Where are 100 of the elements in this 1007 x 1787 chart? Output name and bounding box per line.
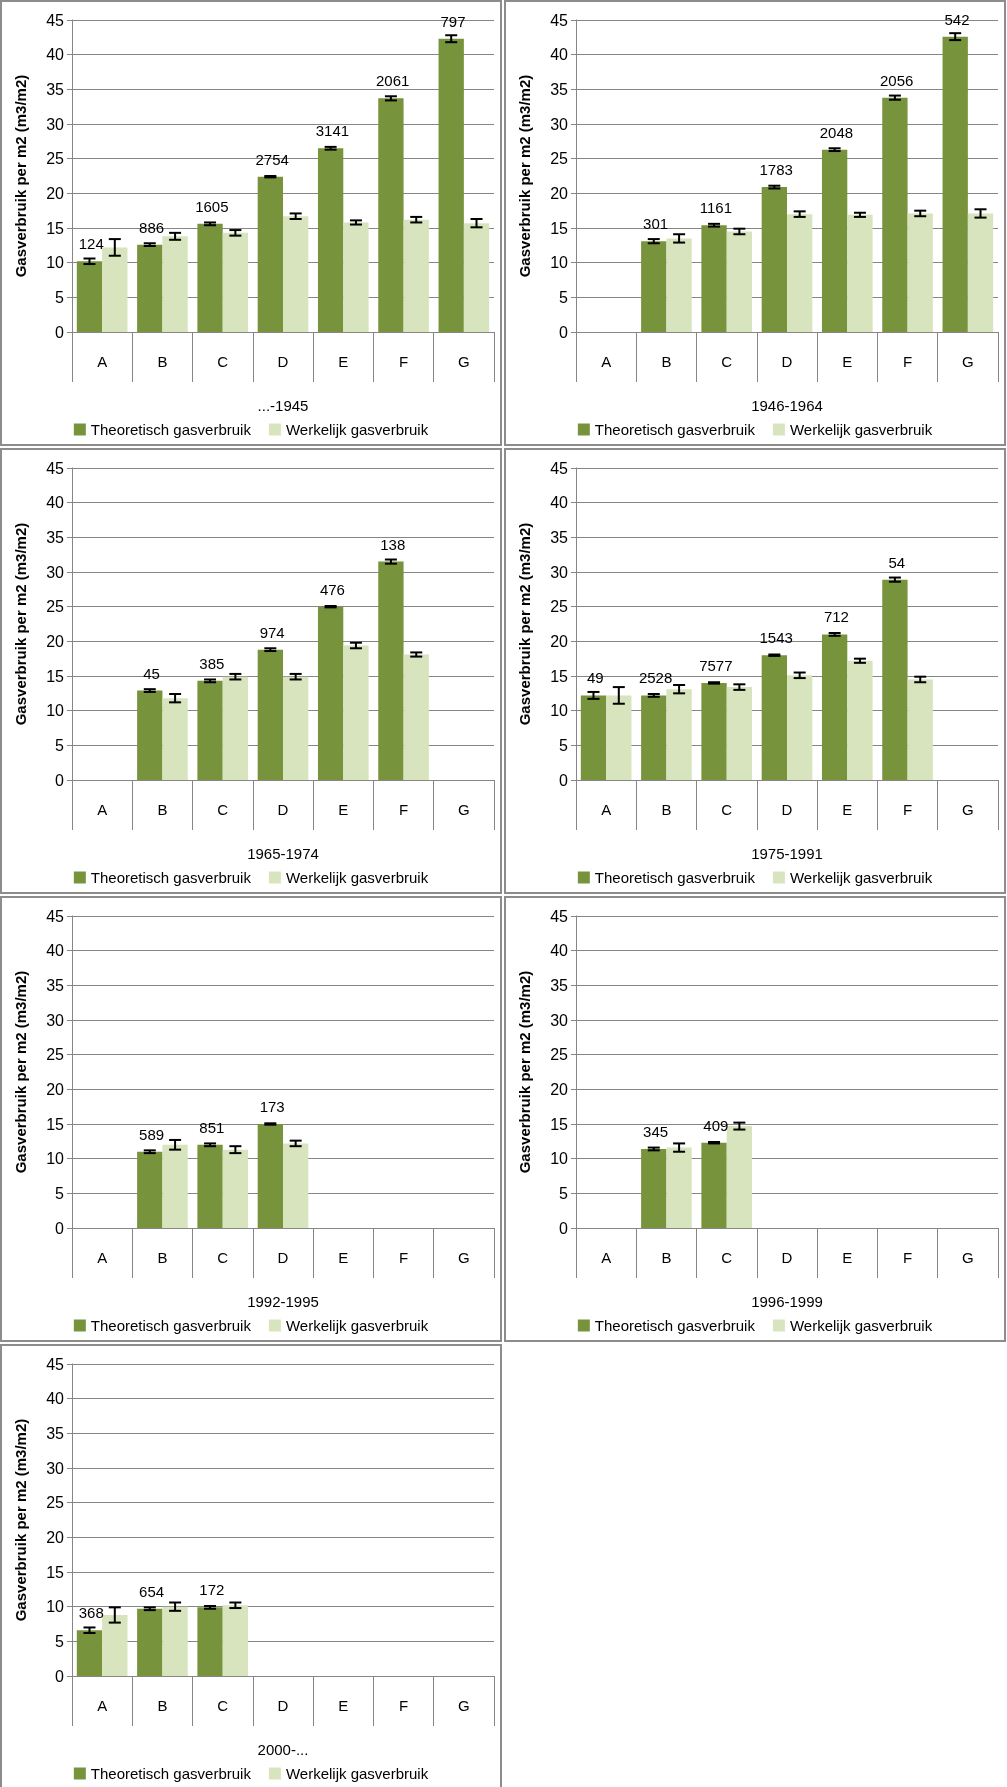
bar — [317, 148, 344, 332]
y-tick-label: 30 — [550, 563, 569, 581]
y-tick-label: 30 — [46, 563, 65, 581]
annotation: 589 — [139, 1125, 165, 1143]
y-tick-label: 10 — [46, 1598, 65, 1616]
bar — [882, 97, 908, 332]
x-tick-label: B — [157, 801, 168, 818]
x-tick-label: D — [781, 1249, 793, 1266]
annotation: 173 — [259, 1098, 285, 1115]
x-tick-label: G — [458, 353, 470, 370]
x-tick-label: E — [338, 1249, 349, 1266]
bar — [137, 1608, 163, 1676]
y-axis-title: Gasverbruik per m2 (m3/m2) — [12, 74, 29, 278]
bar — [343, 222, 369, 332]
y-tick-label: 20 — [550, 1080, 569, 1098]
x-tick-label: B — [661, 353, 672, 370]
x-tick-label: C — [721, 801, 733, 818]
x-tick-label: F — [902, 353, 913, 370]
x-tick-label: C — [217, 801, 229, 818]
bar — [907, 213, 933, 332]
legend-label: Theoretisch gasverbruik — [90, 869, 252, 886]
annotation: 385 — [199, 654, 225, 672]
y-tick-label: 35 — [46, 80, 65, 98]
legend-label: Werkelijk gasverbruik — [789, 421, 933, 438]
annotation: 345 — [643, 1122, 669, 1140]
y-axis-title: Gasverbruik per m2 (m3/m2) — [12, 522, 29, 726]
annotation: 1161 — [699, 199, 732, 217]
legend-label: Theoretisch gasverbruik — [90, 1765, 252, 1782]
y-tick-label: 15 — [550, 1115, 569, 1133]
annotation: 138 — [380, 535, 406, 553]
x-axis-title: 1992-1995 — [247, 1293, 319, 1310]
x-tick-label: F — [398, 1249, 409, 1266]
y-tick-label: 20 — [550, 632, 569, 650]
y-tick-label: 35 — [46, 1424, 65, 1442]
y-axis-title: Gasverbruik per m2 (m3/m2) — [516, 522, 533, 726]
bar — [761, 655, 787, 780]
y-tick-label: 0 — [55, 323, 65, 341]
bar — [162, 1606, 188, 1676]
legend-label: Theoretisch gasverbruik — [594, 869, 756, 886]
y-tick-label: 20 — [46, 632, 65, 650]
y-axis-title: Gasverbruik per m2 (m3/m2) — [516, 74, 533, 278]
y-tick-label: 30 — [550, 1011, 569, 1029]
bar — [137, 690, 163, 780]
bar — [821, 634, 848, 780]
bar — [463, 223, 490, 332]
bar — [283, 216, 309, 332]
bar — [641, 695, 667, 780]
y-tick-label: 0 — [55, 1219, 65, 1237]
annotation: 45 — [143, 664, 160, 682]
bar — [197, 1607, 223, 1676]
bar — [847, 214, 873, 332]
y-tick-label: 15 — [550, 219, 569, 237]
bar — [787, 675, 813, 780]
x-tick-label: B — [661, 1249, 672, 1266]
x-tick-label: G — [458, 801, 470, 818]
y-tick-label: 5 — [55, 1184, 65, 1202]
y-tick-label: 10 — [550, 702, 569, 720]
x-axis-title: 1996-1999 — [751, 1293, 823, 1310]
y-tick-label: 40 — [46, 46, 65, 64]
x-axis-title: 1946-1964 — [751, 397, 823, 414]
x-tick-label: E — [842, 353, 853, 370]
x-tick-label: A — [97, 801, 108, 818]
y-tick-label: 40 — [550, 494, 569, 512]
annotation: 974 — [259, 623, 285, 641]
x-tick-label: F — [398, 801, 409, 818]
bar — [666, 689, 692, 780]
legend-label: Theoretisch gasverbruik — [594, 1317, 756, 1334]
bar — [257, 649, 283, 780]
y-tick-label: 45 — [46, 459, 65, 477]
bar — [403, 654, 429, 780]
x-tick-label: D — [781, 801, 793, 818]
x-tick-label: F — [398, 353, 409, 370]
bar — [76, 1630, 103, 1676]
bar — [847, 660, 873, 780]
y-tick-label: 25 — [46, 1494, 65, 1512]
bar — [761, 187, 787, 332]
x-tick-label: A — [601, 801, 612, 818]
y-tick-label: 0 — [55, 1667, 65, 1685]
x-tick-label: E — [338, 801, 349, 818]
y-tick-label: 5 — [559, 1184, 569, 1202]
y-tick-label: 15 — [46, 1115, 65, 1133]
annotation: 2061 — [376, 72, 410, 90]
bar — [343, 645, 369, 780]
bar — [580, 695, 607, 780]
x-tick-label: B — [157, 353, 168, 370]
x-tick-label: F — [902, 801, 913, 818]
bar — [378, 98, 404, 332]
bar — [821, 149, 848, 332]
legend-label: Werkelijk gasverbruik — [789, 869, 933, 886]
y-tick-label: 20 — [46, 1080, 65, 1098]
y-tick-label: 25 — [46, 150, 65, 168]
x-tick-label: A — [601, 353, 612, 370]
annotation: 7577 — [699, 656, 733, 674]
bar — [606, 695, 632, 780]
x-tick-label: C — [217, 353, 229, 370]
bar — [726, 231, 753, 332]
annotation: 124 — [78, 235, 104, 253]
y-tick-label: 15 — [46, 219, 65, 237]
y-tick-label: 35 — [550, 528, 569, 546]
y-tick-label: 45 — [46, 11, 65, 29]
